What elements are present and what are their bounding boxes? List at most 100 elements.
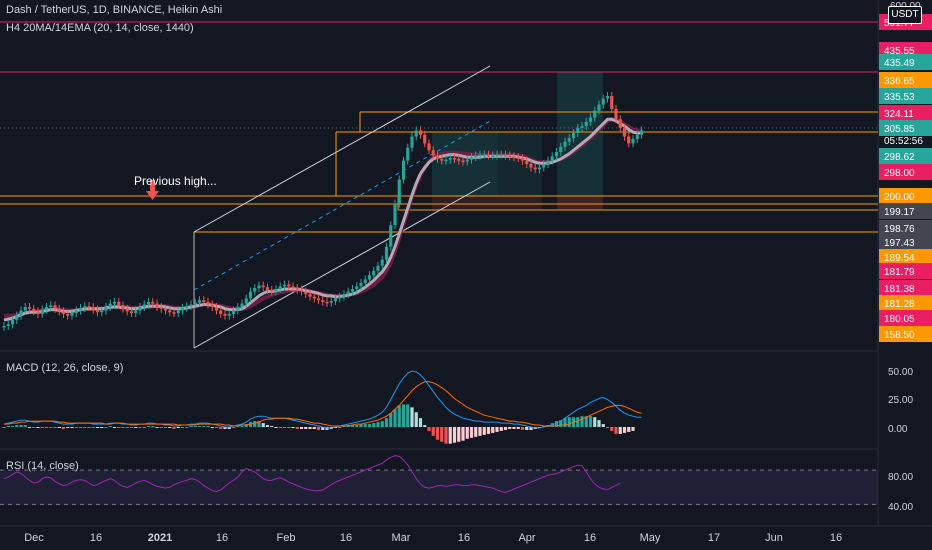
price-candle [78,307,83,311]
macd-histogram-bar [142,427,146,428]
price-axis-label: 197.43 [884,238,915,249]
macd-histogram-bar [444,427,448,444]
price-candle [393,203,397,226]
macd-histogram-bar [597,420,601,427]
price-candle [227,313,231,316]
price-candle [359,282,363,287]
macd-axis-label: 25.00 [888,395,913,406]
price-candle [240,303,244,308]
price-candle [406,147,410,161]
macd-histogram-bar [6,426,10,428]
price-candle [176,310,180,314]
price-candle [53,305,57,309]
price-axis-label: 198.76 [884,224,915,235]
price-candle [376,265,380,271]
macd-histogram-bar [49,427,53,428]
channel-upper [193,65,491,233]
price-candle [104,307,108,311]
macd-histogram-bar [465,427,469,439]
price-candle [74,310,78,314]
price-candle [214,307,219,311]
price-axis-label: 158.50 [884,330,915,341]
macd-histogram-bar [627,427,631,432]
price-candle [333,298,338,302]
price-candle [491,155,495,157]
macd-histogram-bar [486,427,491,434]
macd-histogram-bar [312,427,316,429]
channel-mid [193,119,493,291]
price-candle [87,306,91,308]
macd-histogram-bar [495,427,499,432]
price-candle [253,288,257,292]
price-candle [125,308,129,312]
price-candle [163,308,168,311]
price-candle [32,308,36,312]
price-candle [520,158,525,161]
macd-histogram-bar [376,422,380,427]
price-candle [261,285,265,288]
price-axis-label-bg [879,220,932,236]
macd-histogram-bar [576,417,580,427]
macd-histogram-bar [380,421,384,427]
macd-histogram-bar [525,427,529,430]
price-candle [350,288,355,292]
macd-histogram-bar [482,427,486,435]
price-candle [597,104,601,111]
price-candle [482,154,486,157]
macd-histogram-bar [389,413,393,427]
price-candle [15,315,19,320]
price-axis-label-bg [879,234,932,250]
price-candle [605,96,610,99]
signal-line [4,381,642,427]
macd-histogram-bar [567,417,571,427]
price-candle [474,155,478,158]
price-candle [95,309,100,313]
macd-histogram-bar [435,427,440,440]
macd-histogram-bar [418,418,423,427]
price-candle [627,136,631,144]
currency-chip[interactable]: USDT [888,6,922,24]
price-candle [529,164,533,168]
macd-histogram-bar [108,426,112,428]
macd-histogram-bar [631,427,635,431]
macd-histogram-bar [40,427,44,428]
macd-histogram-bar [227,427,231,429]
price-axis-label: 298.62 [884,152,915,163]
price-candle [469,157,474,160]
price-candle [342,294,346,297]
macd-histogram-bar [202,426,206,428]
macd-histogram-bar [508,427,512,429]
time-axis-label: May [640,532,661,544]
price-candle [91,307,95,310]
price-candle [57,308,61,312]
price-candle [580,126,584,128]
price-candle [312,296,316,299]
price-candle [631,139,635,144]
symbol-title: Dash / TetherUS, 1D, BINANCE, Heikin Ash… [6,4,223,16]
macd-histogram-bar [57,427,61,428]
price-axis-label-bg [879,310,932,326]
price-axis-label: 180.05 [884,314,915,325]
price-candle [588,117,593,122]
price-candle [27,307,32,309]
macd-histogram-bar [53,427,57,428]
price-candle [431,150,435,156]
macd-histogram-bar [499,427,503,431]
price-candle [380,259,384,266]
price-candle [61,311,66,314]
price-axis-label-bg [879,120,932,136]
macd-histogram-bar [304,427,308,429]
price-candle [236,307,240,311]
price-candle [265,287,270,290]
macd-histogram-bar [316,427,321,430]
price-candle [384,246,389,260]
macd-histogram-bar [461,427,465,441]
macd-histogram-bar [66,427,70,428]
macd-histogram-bar [146,426,151,428]
price-candle [108,303,112,308]
time-axis-label: Jun [765,532,783,544]
price-candle [499,154,503,157]
macd-histogram-bar [414,412,418,427]
macd-histogram-bar [125,427,129,428]
